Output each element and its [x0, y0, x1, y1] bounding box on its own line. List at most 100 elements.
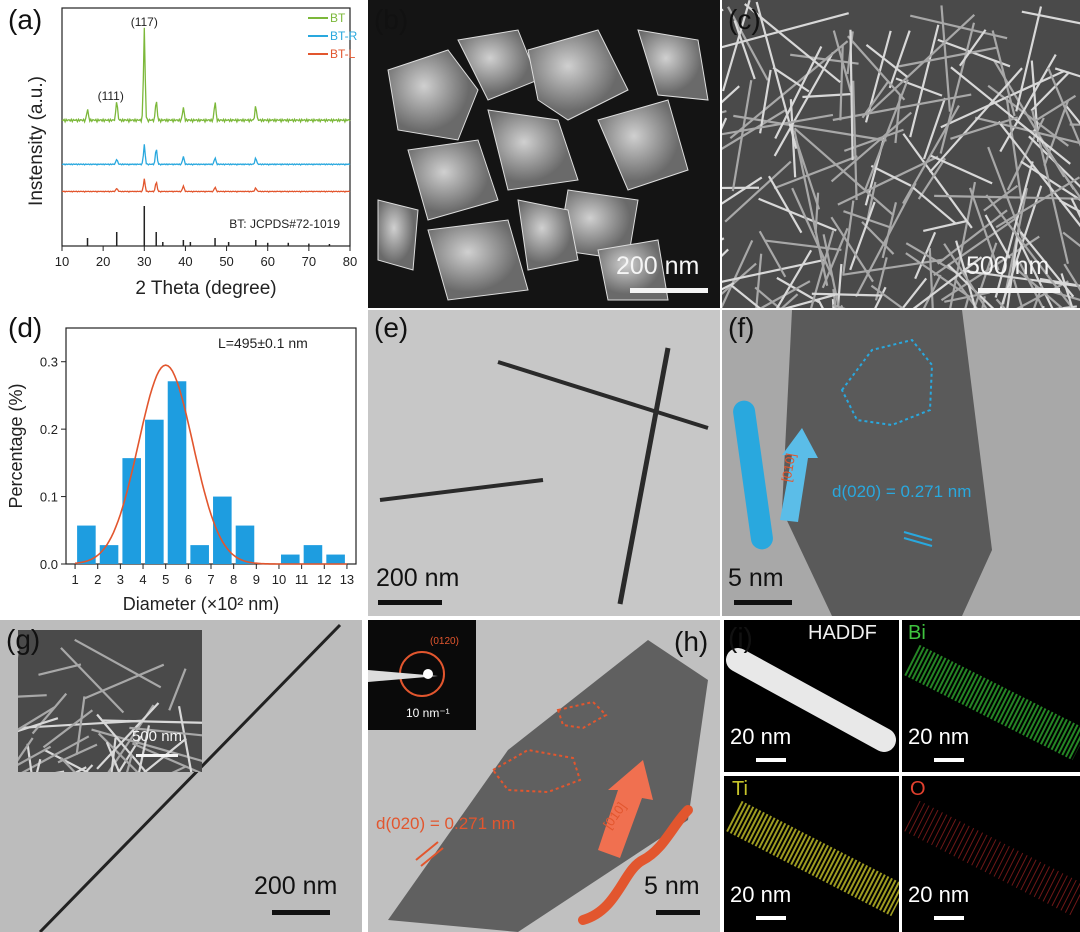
- wire-strand: [105, 741, 121, 772]
- hist-bar: [122, 458, 141, 564]
- wire-strand: [944, 291, 990, 303]
- wire-strand: [755, 1, 798, 149]
- panel-e-tem: (e) 200 nm: [368, 310, 720, 616]
- wire-strand: [861, 221, 895, 255]
- wire-strand: [758, 197, 837, 232]
- wire-strand: [874, 257, 888, 301]
- panel-f-spacing: d(020) = 0.271 nm: [832, 482, 972, 501]
- hist-y-tick-label: 0.3: [40, 355, 58, 370]
- ti-scale-bar: [756, 916, 786, 920]
- wire-strand: [1035, 94, 1077, 122]
- hist-y-tick-label: 0.2: [40, 422, 58, 437]
- wire-strand: [1043, 99, 1070, 166]
- wire-strand: [773, 51, 834, 157]
- wire-strand: [129, 726, 202, 737]
- wire-strand: [724, 160, 792, 223]
- panel-c-scale-text: 500 nm: [966, 252, 1050, 280]
- wire-strand: [730, 284, 762, 308]
- wire-strand: [994, 161, 1034, 298]
- wire-strand: [60, 757, 77, 772]
- wire-strand: [861, 80, 890, 119]
- wire-strand: [1041, 143, 1080, 200]
- xrd-x-tick-label: 30: [137, 254, 151, 269]
- panel-c-label: (c): [728, 4, 761, 35]
- wire-strand: [1021, 10, 1080, 25]
- wire-strand: [870, 284, 905, 308]
- wire-strand: [722, 12, 849, 49]
- panel-h-label: (h): [674, 626, 709, 657]
- hist-plot-frame: [65, 327, 357, 565]
- wire-strand: [930, 154, 993, 185]
- wire-strand: [955, 240, 977, 308]
- xrd-x-tick-label: 20: [96, 254, 110, 269]
- wire-strand: [18, 737, 34, 762]
- wire-strand: [1015, 6, 1043, 112]
- panel-f-scale-bar: [734, 600, 792, 605]
- wire-strand: [928, 67, 1023, 174]
- wire-strand: [1060, 273, 1074, 308]
- wire-strand: [865, 44, 908, 78]
- hist-bar: [167, 381, 187, 564]
- wire-strand: [1063, 263, 1080, 292]
- wire-strand: [973, 242, 998, 308]
- saed-scale-text: 10 nm⁻¹: [406, 706, 450, 720]
- hist-annotation: L=495±0.1 nm: [218, 335, 308, 351]
- hrtem-h-image: [368, 620, 720, 932]
- wire-strand: [177, 706, 193, 772]
- wire-strand: [995, 298, 1006, 308]
- panel-g-label: (g): [6, 624, 41, 655]
- hist-x-tick-label: 4: [139, 572, 146, 587]
- wire-strand: [31, 692, 68, 735]
- wire-strand: [832, 93, 972, 122]
- hist-x-tick-label: 8: [230, 572, 237, 587]
- hist-x-tick-label: 7: [207, 572, 214, 587]
- hist-bar: [235, 525, 255, 564]
- hrtem-image: [722, 310, 1080, 616]
- wire-strand: [802, 93, 851, 99]
- wire-strand: [793, 130, 829, 286]
- wire-strand: [60, 647, 125, 714]
- wire-strand: [811, 292, 882, 297]
- ti-map: Ti 20 nm: [724, 776, 899, 932]
- xrd-x-tick-label: 60: [260, 254, 274, 269]
- histogram-chart: 0.00.10.20.31 2 3 4 5 6 7 8 9 10 11 12 13L=495±0.1 n…: [6, 327, 357, 614]
- bi-scale-bar: [934, 758, 964, 762]
- hist-x-tick-label: 11: [295, 572, 309, 587]
- wire-strand: [940, 69, 1066, 129]
- xrd-x-tick-label: 80: [343, 254, 357, 269]
- xrd-series-line-2: [61, 144, 351, 166]
- wire-strand: [96, 702, 160, 770]
- wire-strand: [773, 155, 858, 190]
- wire-strand: [870, 164, 912, 187]
- wire-strand: [43, 748, 90, 772]
- xrd-y-axis-label: Instensity (a.u.): [26, 76, 47, 206]
- wire-strand: [849, 29, 854, 161]
- wire-strand: [783, 293, 836, 308]
- wire-strand: [902, 104, 960, 205]
- wire-strand: [722, 239, 754, 308]
- xrd-x-tick-label: 40: [178, 254, 192, 269]
- wire-strand: [821, 227, 849, 289]
- wire-strand: [1028, 135, 1080, 188]
- wire-strand: [928, 248, 934, 308]
- hist-bar: [77, 525, 96, 564]
- wire-strand: [168, 668, 187, 711]
- panel-g-scale-text: 200 nm: [254, 872, 338, 900]
- xrd-x-tick-label: 50: [219, 254, 233, 269]
- xrd-series-line-3: [61, 178, 351, 193]
- hist-y-axis-label: Percentage (%): [6, 383, 26, 508]
- hist-bar: [190, 545, 209, 564]
- xrd-series-line-1: [61, 27, 351, 124]
- wire-strand: [96, 713, 148, 772]
- panel-c-scale-bar: [978, 288, 1060, 293]
- panel-e-label: (e): [374, 312, 409, 343]
- wire-strand: [727, 6, 769, 81]
- xrd-plot-frame: [61, 7, 351, 247]
- wire-strand: [958, 29, 987, 67]
- xrd-x-tick-label: 70: [302, 254, 316, 269]
- ti-scale-text: 20 nm: [730, 882, 792, 907]
- wire-strand: [102, 719, 202, 724]
- wire-strand: [131, 742, 202, 772]
- wire-strand: [722, 258, 826, 283]
- wire-strand: [854, 182, 917, 298]
